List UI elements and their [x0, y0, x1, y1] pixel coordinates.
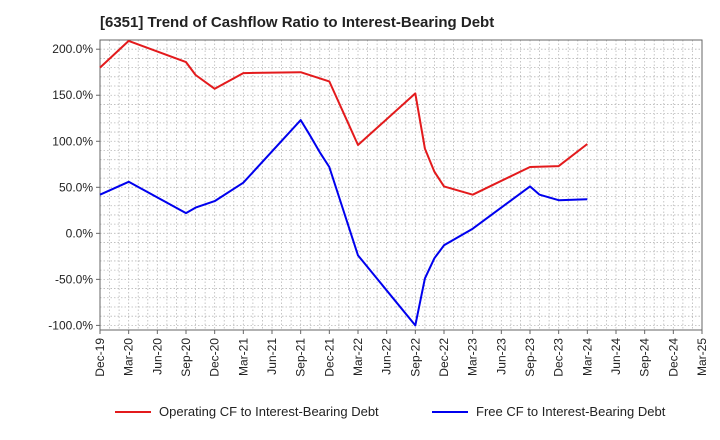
legend-item-free-cf: Free CF to Interest-Bearing Debt — [432, 404, 665, 419]
x-tick-label: Sep-24 — [638, 338, 652, 377]
legend-swatch-free-cf — [432, 410, 468, 413]
series-line-free-cf — [99, 119, 588, 327]
x-tick-label: Sep-22 — [408, 338, 422, 377]
legend-swatch-operating-cf — [115, 410, 151, 413]
y-tick-label: 50.0% — [59, 180, 93, 194]
y-tick-label: 200.0% — [52, 42, 93, 56]
x-tick-label: Mar-23 — [466, 338, 480, 376]
y-tick-label: 150.0% — [52, 88, 93, 102]
x-tick-label: Mar-21 — [236, 338, 250, 376]
x-tick-label: Mar-20 — [122, 338, 136, 376]
x-tick-label: Jun-23 — [494, 338, 508, 375]
plot-frame — [99, 39, 703, 331]
x-tick-label: Mar-24 — [580, 338, 594, 376]
y-tick-label: -50.0% — [55, 272, 93, 286]
x-tick-label: Dec-24 — [666, 338, 680, 377]
x-tick-label: Dec-19 — [93, 338, 107, 377]
legend-label-free-cf: Free CF to Interest-Bearing Debt — [476, 404, 666, 419]
x-tick-label: Jun-20 — [150, 338, 164, 375]
x-tick-label: Jun-24 — [609, 338, 623, 375]
y-tick-label: 100.0% — [52, 134, 93, 148]
chart-title: [6351] Trend of Cashflow Ratio to Intere… — [100, 14, 495, 31]
legend-item-operating-cf: Operating CF to Interest-Bearing Debt — [115, 404, 379, 419]
x-tick-label: Dec-23 — [552, 338, 566, 377]
x-tick-label: Sep-20 — [179, 338, 193, 377]
x-tick-label: Jun-21 — [265, 338, 279, 375]
x-tick-label: Sep-23 — [523, 338, 537, 377]
y-tick-label: 0.0% — [66, 226, 94, 240]
x-tick-label: Sep-21 — [294, 338, 308, 377]
series-line-operating-cf — [99, 39, 588, 196]
x-tick-label: Dec-22 — [437, 338, 451, 377]
chart-plot: 200.0% 150.0% 100.0% 50.0% 0.0% -50.0% -100.0%… — [48, 39, 709, 377]
x-tick-label: Dec-21 — [322, 338, 336, 377]
legend-label-operating-cf: Operating CF to Interest-Bearing Debt — [159, 404, 379, 419]
x-tick-label: Jun-22 — [380, 338, 394, 375]
x-tick-label: Dec-20 — [208, 338, 222, 377]
x-tick-label: Mar-25 — [695, 338, 709, 376]
x-tick-label: Mar-22 — [351, 338, 365, 376]
y-tick-label: -100.0% — [48, 318, 93, 332]
